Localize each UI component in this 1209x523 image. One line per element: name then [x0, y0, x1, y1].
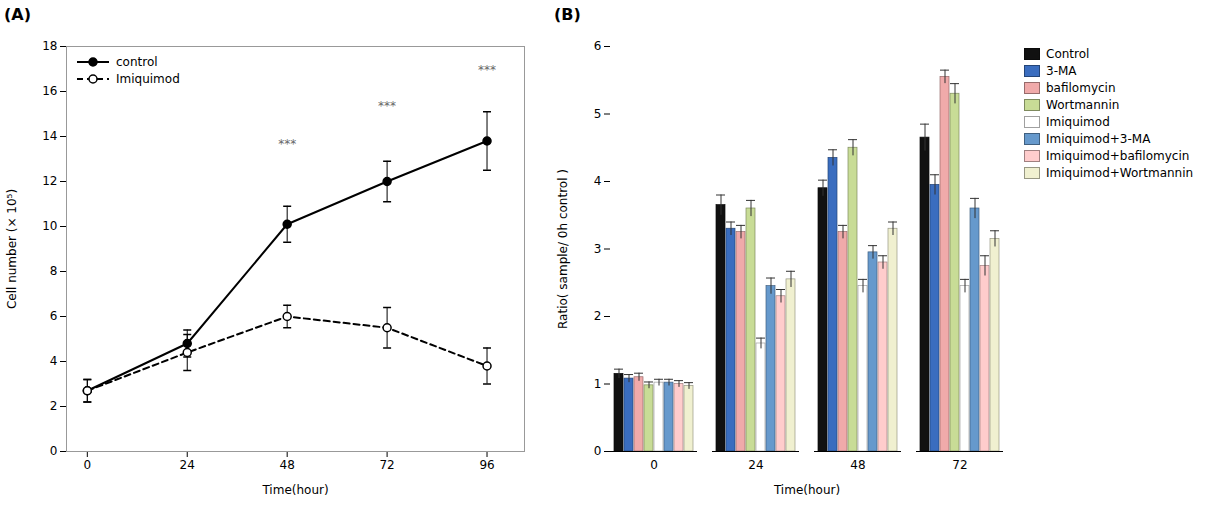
html-text:bafilomycin: bafilomycin [1046, 81, 1116, 95]
svg-text:Time(hour): Time(hour) [773, 483, 840, 497]
svg-text:5: 5 [594, 107, 602, 121]
html-text:Control: Control [1046, 47, 1090, 61]
html-text:Imiquimod+Wortmannin: Imiquimod+Wortmannin [1046, 166, 1194, 180]
svg-text:3: 3 [594, 242, 602, 256]
svg-text:0: 0 [594, 444, 602, 458]
svg-text:72: 72 [379, 458, 394, 472]
svg-text:0: 0 [650, 458, 658, 472]
svg-text:2: 2 [50, 399, 58, 413]
html-text:Imiquimod: Imiquimod [116, 72, 180, 86]
svg-text:0: 0 [83, 458, 91, 472]
svg-text:10: 10 [42, 219, 57, 233]
svg-text:4: 4 [594, 174, 602, 188]
svg-text:48: 48 [280, 458, 295, 472]
html-text:3-MA: 3-MA [1046, 64, 1077, 78]
svg-text:4: 4 [50, 354, 58, 368]
html-text:(B): (B) [554, 5, 581, 24]
svg-text:12: 12 [42, 174, 57, 188]
svg-text:96: 96 [479, 458, 494, 472]
svg-text:2: 2 [594, 309, 602, 323]
svg-text:Cell number (× 10⁵): Cell number (× 10⁵) [5, 189, 19, 309]
svg-text:6: 6 [50, 309, 58, 323]
svg-text:Ratio( sample/ 0h control ): Ratio( sample/ 0h control ) [556, 169, 570, 329]
html-text:Imiquimod: Imiquimod [1046, 115, 1110, 129]
svg-text:0: 0 [50, 444, 58, 458]
svg-text:24: 24 [180, 458, 195, 472]
html-text:(A): (A) [4, 5, 31, 24]
html-text:Wortmannin: Wortmannin [1046, 98, 1120, 112]
svg-text:8: 8 [50, 264, 58, 278]
svg-text:6: 6 [594, 39, 602, 53]
svg-text:1: 1 [594, 377, 602, 391]
svg-text:72: 72 [952, 458, 967, 472]
svg-text:24: 24 [748, 458, 763, 472]
svg-text:18: 18 [42, 39, 57, 53]
svg-text:16: 16 [42, 84, 57, 98]
svg-text:14: 14 [42, 129, 57, 143]
html-text:control: control [116, 55, 158, 69]
svg-text:***: *** [478, 63, 496, 77]
svg-text:***: *** [378, 99, 396, 113]
svg-text:***: *** [278, 137, 296, 151]
svg-text:48: 48 [850, 458, 865, 472]
html-text:Imiquimod+bafilomycin: Imiquimod+bafilomycin [1046, 149, 1190, 163]
html-text:Imiquimod+3-MA: Imiquimod+3-MA [1046, 132, 1151, 146]
svg-text:Time(hour): Time(hour) [261, 483, 328, 497]
